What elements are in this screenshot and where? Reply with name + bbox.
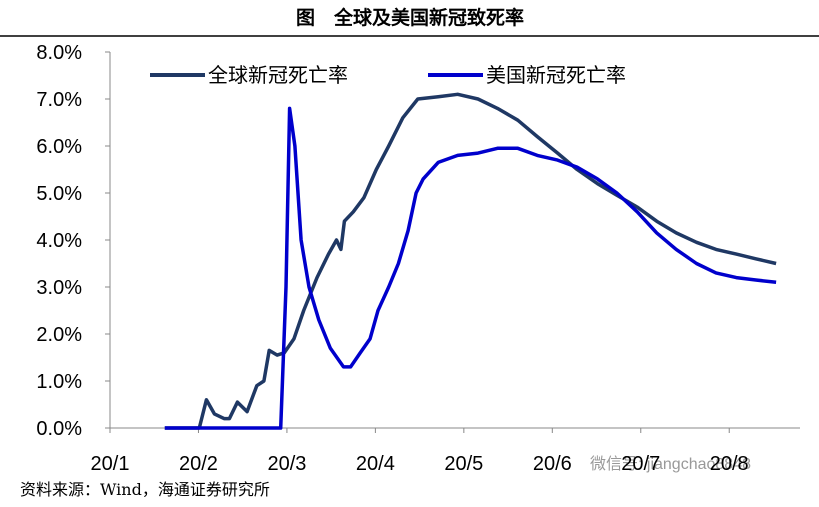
y-tick-label: 4.0% xyxy=(36,230,82,252)
y-tick-label: 7.0% xyxy=(36,89,82,111)
x-tick-label: 20/8 xyxy=(710,453,749,475)
y-tick-label: 1.0% xyxy=(36,371,82,393)
chart-title: 图 全球及美国新冠致死率 xyxy=(296,6,524,29)
x-tick-label: 20/4 xyxy=(356,453,395,475)
x-tick-label: 20/3 xyxy=(267,453,306,475)
x-tick-label: 20/6 xyxy=(533,453,572,475)
series-line xyxy=(164,106,777,430)
legend-label: 美国新冠死亡率 xyxy=(486,64,626,87)
legend-label: 全球新冠死亡率 xyxy=(208,64,348,87)
watermark: 微信号: jiangchao8848 xyxy=(590,455,751,473)
x-tick-label: 20/7 xyxy=(621,453,660,475)
x-tick-label: 20/1 xyxy=(91,453,130,475)
y-tick-label: 8.0% xyxy=(36,42,82,64)
series-line xyxy=(164,92,777,430)
source-note: 资料来源：Wind，海通证券研究所 xyxy=(20,480,270,499)
y-tick-label: 3.0% xyxy=(36,277,82,299)
y-tick-label: 6.0% xyxy=(36,136,82,158)
y-tick-label: 2.0% xyxy=(36,324,82,346)
y-tick-label: 0.0% xyxy=(36,418,82,440)
x-tick-label: 20/5 xyxy=(444,453,483,475)
y-tick-label: 5.0% xyxy=(36,183,82,205)
x-tick-label: 20/2 xyxy=(179,453,218,475)
